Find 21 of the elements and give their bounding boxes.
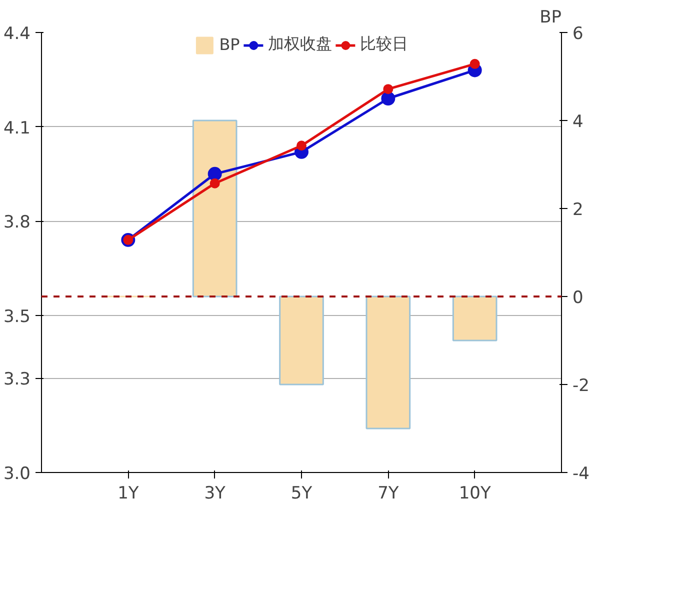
y2-tick-label: 6: [572, 24, 584, 44]
y2-tick-label: 0: [572, 288, 584, 308]
y-tick-label: 3.5: [3, 306, 31, 327]
y-tick-label: 3.8: [3, 212, 31, 233]
x-tick-label: 3Y: [204, 484, 226, 504]
x-tick-label: 1Y: [118, 484, 140, 504]
y-tick-label: 4.4: [3, 24, 31, 44]
y-tick-label: 3.3: [3, 370, 31, 390]
x-tick-label: 10Y: [458, 484, 492, 504]
y2-tick-label: -2: [572, 376, 590, 396]
x-tick-label: 7Y: [378, 484, 400, 504]
legend-label: BP: [219, 35, 240, 54]
y2-tick-label: -4: [572, 464, 590, 484]
y-tick-label: 3.0: [3, 464, 31, 484]
x-tick-label: 5Y: [290, 484, 313, 504]
y-tick-label: 4.1: [3, 118, 31, 138]
y2-axis-title: BP: [540, 8, 562, 28]
legend-label: 加权收盘: [268, 34, 332, 55]
y2-tick-label: 2: [572, 200, 584, 220]
y2-tick-label: 4: [572, 112, 584, 132]
legend-label: 比较日: [360, 34, 408, 55]
